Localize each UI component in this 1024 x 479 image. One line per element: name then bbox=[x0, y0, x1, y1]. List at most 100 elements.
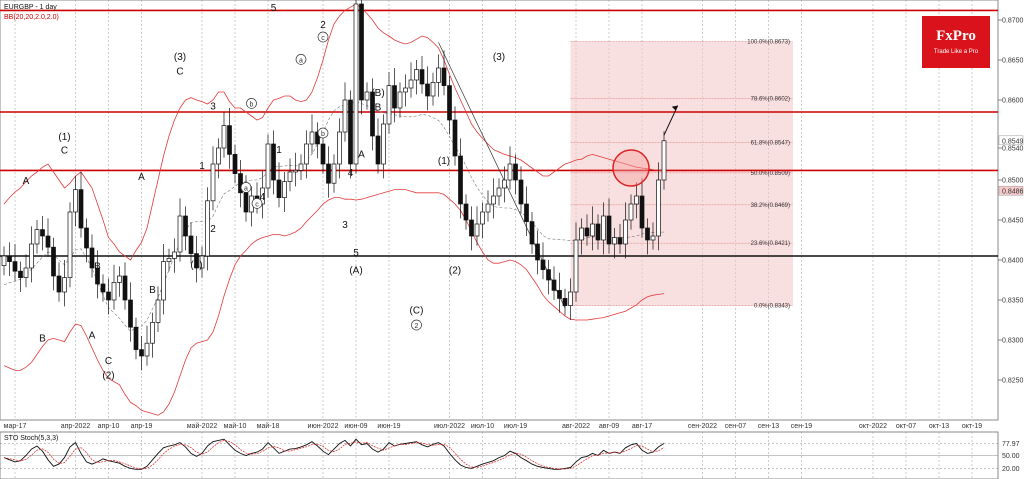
candle-body bbox=[282, 181, 287, 198]
candle-body bbox=[320, 143, 326, 165]
candle-body bbox=[111, 282, 117, 301]
main-plot-frame bbox=[0, 0, 999, 421]
candle-body bbox=[375, 135, 381, 165]
stoch-signal-line bbox=[3, 440, 665, 470]
wave-label: 5 bbox=[271, 3, 277, 14]
candle-body bbox=[265, 143, 271, 189]
candle-body bbox=[67, 211, 73, 278]
x-tick-label: окт-19 bbox=[962, 423, 982, 430]
wave-label: (1) bbox=[438, 156, 450, 167]
circled-label: a bbox=[244, 185, 248, 192]
wave-label: 2 bbox=[210, 224, 216, 235]
bb-lower bbox=[3, 189, 665, 416]
time-axis: мар-17 апр-2022 апр-10 апр-19 май-2022 май-10… bbox=[4, 422, 983, 430]
candle-body bbox=[359, 3, 364, 101]
fib-label: 0.0%(0.8343) bbox=[754, 304, 790, 310]
candle-body bbox=[557, 290, 562, 299]
candle-body bbox=[408, 79, 414, 89]
candlesticks bbox=[1, 0, 667, 371]
x-tick-label: июн-2022 bbox=[308, 423, 339, 430]
candle-body bbox=[34, 229, 40, 245]
candle-body bbox=[381, 123, 386, 165]
circled-label-ring bbox=[317, 127, 329, 139]
stoch-main-line bbox=[3, 438, 665, 470]
circled-label-ring bbox=[240, 182, 252, 193]
x-tick-label: май-18 bbox=[257, 422, 280, 430]
y-tick-label: 0.8450 bbox=[1002, 218, 1024, 225]
candle-body bbox=[260, 187, 265, 205]
candle-body bbox=[579, 227, 584, 241]
candle-body bbox=[78, 189, 84, 229]
y-tick-label: 0.8540 bbox=[1002, 146, 1024, 153]
candle-body bbox=[491, 195, 496, 205]
wave-label: C bbox=[61, 146, 68, 157]
candle-body bbox=[612, 237, 617, 245]
candle-body bbox=[656, 179, 661, 237]
y-tick-label: 0.8350 bbox=[1002, 298, 1024, 305]
x-tick-label: май-10 bbox=[224, 422, 247, 430]
candle-body bbox=[502, 179, 507, 189]
candle-body bbox=[617, 237, 623, 245]
candle-body bbox=[51, 246, 56, 277]
candle-body bbox=[298, 163, 304, 171]
fxpro-logo: FxPro Trade Like a Pro bbox=[922, 16, 990, 68]
candle-body bbox=[452, 119, 458, 157]
candle-body bbox=[177, 215, 183, 253]
candle-body bbox=[628, 203, 634, 221]
fib-label: 38.2%(0.8469) bbox=[751, 203, 790, 209]
stoch-level-label: 77.97 bbox=[1002, 441, 1020, 448]
candle-body bbox=[562, 298, 568, 306]
candle-body bbox=[573, 239, 579, 293]
wave-label: 1 bbox=[276, 145, 282, 156]
x-tick-label: июл-10 bbox=[471, 423, 494, 430]
wave-label: (3) bbox=[174, 52, 186, 63]
candle-body bbox=[155, 299, 161, 323]
wave-label: 5 bbox=[353, 248, 359, 259]
candle-body bbox=[447, 85, 452, 121]
candle-body bbox=[73, 189, 78, 213]
candle-body bbox=[458, 155, 463, 205]
x-tick-label: июн-09 bbox=[344, 423, 367, 430]
fib-label: 23.6%(0.8421) bbox=[751, 241, 790, 247]
candle-body bbox=[117, 275, 122, 283]
candle-body bbox=[227, 125, 232, 155]
wave-label: 1 bbox=[199, 161, 205, 172]
y-tick-label: 0.8650 bbox=[1002, 58, 1024, 65]
candle-body bbox=[529, 221, 535, 245]
candle-body bbox=[62, 277, 67, 293]
candle-body bbox=[188, 235, 194, 254]
arrow-head bbox=[671, 105, 678, 111]
candle-body bbox=[172, 251, 177, 259]
y-tick-label: 0.8500 bbox=[1002, 178, 1024, 185]
wave-label: 4 bbox=[348, 168, 354, 179]
x-tick-label: окт-07 bbox=[896, 423, 916, 430]
candle-body bbox=[18, 270, 23, 278]
wave-label: 3 bbox=[342, 220, 348, 231]
candle-body bbox=[276, 179, 282, 198]
candle-body bbox=[535, 243, 540, 261]
bb-middle bbox=[3, 101, 665, 332]
circled-label: 2 bbox=[415, 323, 419, 330]
candle-body bbox=[639, 195, 645, 229]
circled-label-ring bbox=[246, 98, 257, 109]
chart-title: EURGBP - 1 day bbox=[4, 4, 57, 11]
wave-label: A bbox=[23, 176, 30, 187]
candle-body bbox=[645, 227, 650, 241]
fibonacci-zone bbox=[570, 41, 793, 306]
x-tick-label: окт-2022 bbox=[859, 423, 887, 430]
candle-body bbox=[485, 203, 491, 213]
candle-body bbox=[430, 82, 436, 97]
highlight-circle bbox=[612, 149, 650, 187]
candle-body bbox=[133, 326, 139, 350]
candle-body bbox=[45, 235, 51, 248]
wave-label: (2) bbox=[449, 266, 461, 277]
forecast-arrow-icon bbox=[663, 105, 679, 136]
candle-body bbox=[650, 235, 656, 241]
candle-body bbox=[238, 173, 243, 194]
wave-label: A bbox=[89, 330, 96, 341]
candle-body bbox=[40, 229, 45, 237]
stochastic-label: STO Stoch(5,3,3) bbox=[4, 435, 58, 442]
candle-body bbox=[353, 3, 359, 165]
